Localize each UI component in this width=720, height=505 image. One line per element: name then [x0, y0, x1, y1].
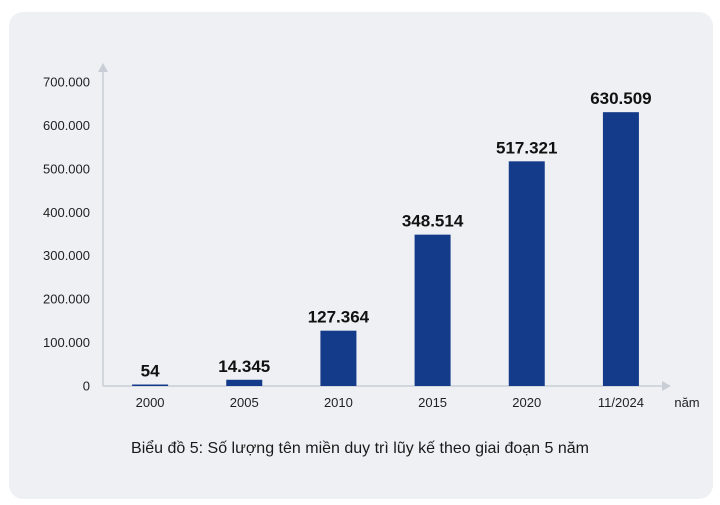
y-tick-label: 600.000 — [43, 118, 90, 133]
x-tick-label: 2000 — [136, 395, 165, 410]
y-tick-label: 300.000 — [43, 248, 90, 263]
bar-value-label: 14.345 — [218, 357, 270, 376]
y-tick-label: 700.000 — [43, 75, 90, 90]
bar-value-label: 348.514 — [402, 212, 464, 231]
bar-value-label: 127.364 — [308, 308, 370, 327]
chart-card — [9, 12, 713, 499]
y-tick-label: 400.000 — [43, 205, 90, 220]
chart-caption: Biểu đồ 5: Số lượng tên miền duy trì lũy… — [131, 440, 589, 457]
y-tick-label: 200.000 — [43, 292, 90, 307]
bar-value-label: 517.321 — [496, 138, 557, 157]
x-tick-label: 2020 — [512, 395, 541, 410]
bar — [508, 161, 545, 386]
bar-value-label: 54 — [141, 362, 160, 381]
y-tick-label: 500.000 — [43, 161, 90, 176]
bar — [320, 330, 357, 386]
x-axis-unit: năm — [674, 395, 699, 410]
x-tick-label: 2005 — [230, 395, 259, 410]
y-tick-label: 0 — [83, 379, 90, 394]
x-tick-label: 11/2024 — [598, 395, 644, 410]
bar — [414, 234, 451, 386]
x-axis-arrow-icon — [662, 381, 671, 391]
bar-value-label: 630.509 — [590, 89, 651, 108]
x-tick-label: 2015 — [418, 395, 447, 410]
bar — [602, 112, 639, 386]
bar — [226, 379, 263, 386]
y-tick-label: 100.000 — [43, 335, 90, 350]
y-axis-arrow-icon — [98, 63, 108, 72]
x-tick-label: 2010 — [324, 395, 353, 410]
bar — [132, 384, 169, 386]
